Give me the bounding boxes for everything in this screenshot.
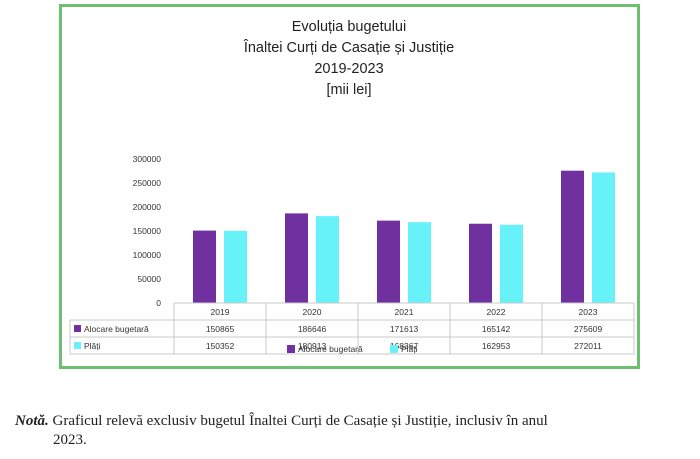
bar-alocare-2023 <box>561 170 584 303</box>
legend-key-1 <box>390 345 398 353</box>
bar-plati-2022 <box>500 224 523 303</box>
legend: Alocare bugetară Plăți <box>287 344 418 354</box>
bar-plati-2021 <box>408 222 431 303</box>
bar-plati-2023 <box>592 172 615 303</box>
y-axis: 300000 250000 200000 150000 100000 50000 0 <box>133 154 162 308</box>
table-value: 150865 <box>206 324 235 334</box>
bars <box>193 170 615 303</box>
legend-key-0 <box>287 345 295 353</box>
table-value: 168367 <box>390 341 419 351</box>
table-value: 165142 <box>482 324 511 334</box>
legend-label: Alocare bugetară <box>298 344 363 354</box>
table-value: 150352 <box>206 341 235 351</box>
bar-alocare-2020 <box>285 213 308 303</box>
table-value: 186646 <box>298 324 327 334</box>
bar-plati-2019 <box>224 230 247 303</box>
table-category-2023: 2023 <box>579 307 598 317</box>
table-value: 275609 <box>574 324 603 334</box>
budget-chart: Evoluția bugetului Înaltei Curți de Casa… <box>69 19 635 355</box>
bar-alocare-2019 <box>193 230 216 303</box>
note-label: Notă. <box>15 413 49 429</box>
y-tick-label: 200000 <box>133 202 162 212</box>
table-row-label: Plăți <box>84 341 101 351</box>
table-category-2021: 2021 <box>395 307 414 317</box>
note-text-line-1: Graficul relevă exclusiv bugetul Înaltei… <box>52 413 548 429</box>
y-tick-label: 0 <box>156 298 161 308</box>
legend-label: Plăți <box>401 344 418 354</box>
bar-alocare-2021 <box>377 220 400 303</box>
y-tick-label: 100000 <box>133 250 162 260</box>
table-key-1 <box>74 342 81 349</box>
data-table: 2019 2020 2021 2022 2023 Alocare bugetară 1508… <box>69 302 635 355</box>
title-line-3: 2019-2023 <box>314 61 383 77</box>
title-line-4: [mii lei] <box>326 82 371 98</box>
bar-alocare-2022 <box>469 223 492 303</box>
y-tick-label: 50000 <box>137 274 161 284</box>
title-line-2: Înaltei Curți de Casație și Justiție <box>243 39 454 56</box>
table-key-0 <box>74 325 81 332</box>
y-tick-label: 250000 <box>133 178 162 188</box>
chart-note: Notă. Graficul relevă exclusiv bugetul Î… <box>15 412 695 450</box>
note-text-line-2: 2023. <box>53 432 87 448</box>
table-value: 171613 <box>390 324 419 334</box>
y-tick-label: 300000 <box>133 154 162 164</box>
title-line-1: Evoluția bugetului <box>292 19 406 35</box>
chart-title: Evoluția bugetului Înaltei Curți de Casa… <box>243 19 454 98</box>
bar-plati-2020 <box>316 216 339 303</box>
y-tick-label: 150000 <box>133 226 162 236</box>
table-category-2022: 2022 <box>487 307 506 317</box>
table-value: 162953 <box>482 341 511 351</box>
chart-frame: Evoluția bugetului Înaltei Curți de Casa… <box>59 4 640 369</box>
table-row-label: Alocare bugetară <box>84 324 149 334</box>
table-category-2019: 2019 <box>211 307 230 317</box>
table-value: 180913 <box>298 341 327 351</box>
table-value: 272011 <box>574 341 602 351</box>
table-category-2020: 2020 <box>303 307 322 317</box>
